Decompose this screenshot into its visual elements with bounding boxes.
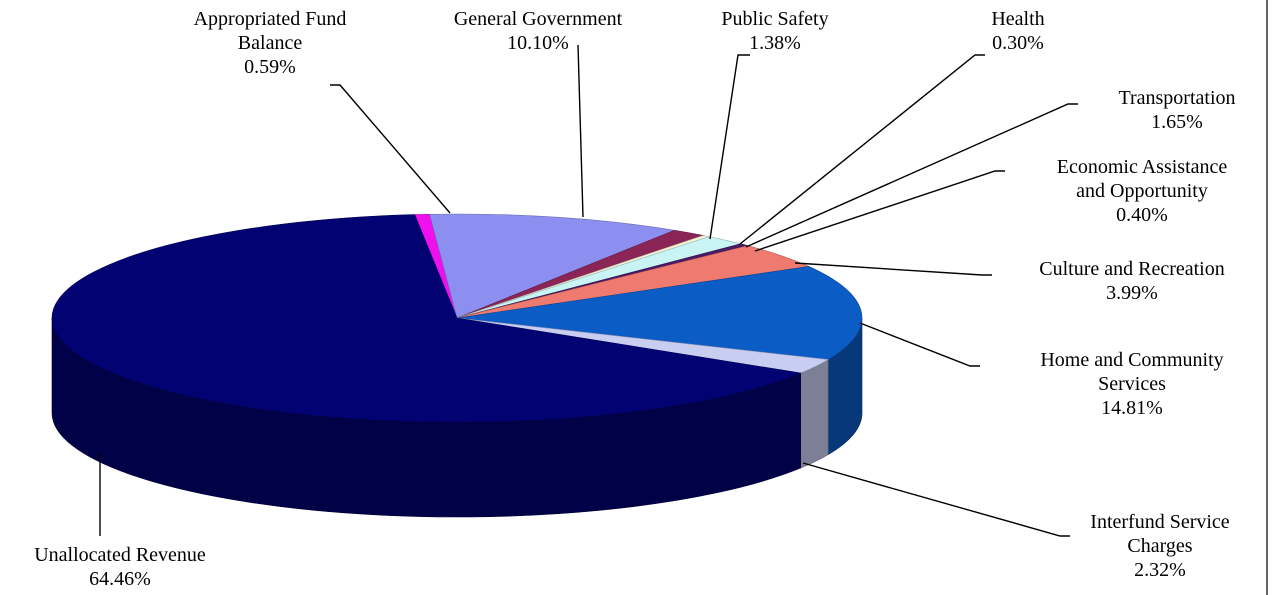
leader-line-general-government [577,44,584,218]
slice-value-label: 1.65% [1151,111,1203,133]
slice-home-and-community-services [456,266,863,360]
slice-value-label: 0.59% [244,56,296,78]
leader-line-transportation [745,103,1078,248]
leader-line-public-safety [709,54,750,240]
slice-name-label: Balance [238,32,303,54]
slice-name-label: and Opportunity [1076,180,1208,202]
slice-value-label: 2.32% [1134,559,1186,581]
slice-value-label: 0.40% [1116,204,1168,226]
slice-name-label: Interfund Service [1090,511,1230,533]
slice-value-label: 1.38% [749,32,801,54]
slice-value-label: 14.81% [1101,397,1163,419]
leader-lines [99,44,1078,537]
slice-name-label: Appropriated Fund [194,8,347,30]
slice-name-label: Charges [1127,535,1192,557]
leader-line-home-and-community-services [859,322,980,367]
slice-name-label: Culture and Recreation [1039,258,1225,280]
slice-side-interfund-service-charges [800,359,829,469]
slice-name-label: Health [991,8,1044,30]
slice-name-label: Public Safety [721,8,828,30]
slice-name-label: Unallocated Revenue [34,544,206,566]
slice-unallocated-revenue [51,214,802,423]
leader-line-culture-and-recreation [794,262,992,276]
slice-value-label: 0.30% [992,32,1044,54]
slice-general-government [429,213,676,319]
slice-name-label: General Government [454,8,623,30]
leader-line-appropriated-fund-balance [330,84,451,214]
slice-value-label: 3.99% [1106,282,1158,304]
slice-name-label: Transportation [1118,87,1235,109]
pie-top-layer [51,213,863,423]
leader-line-interfund-service-charges [802,462,1070,537]
slice-name-label: Economic Assistance [1057,156,1228,178]
slice-name-label: Services [1098,373,1166,395]
leader-line-health [739,54,985,245]
slice-name-label: Home and Community [1040,349,1223,371]
slice-value-label: 64.46% [89,568,151,590]
leader-line-economic-assistance-and-opportunity [754,170,1005,252]
slice-value-label: 10.10% [507,32,569,54]
